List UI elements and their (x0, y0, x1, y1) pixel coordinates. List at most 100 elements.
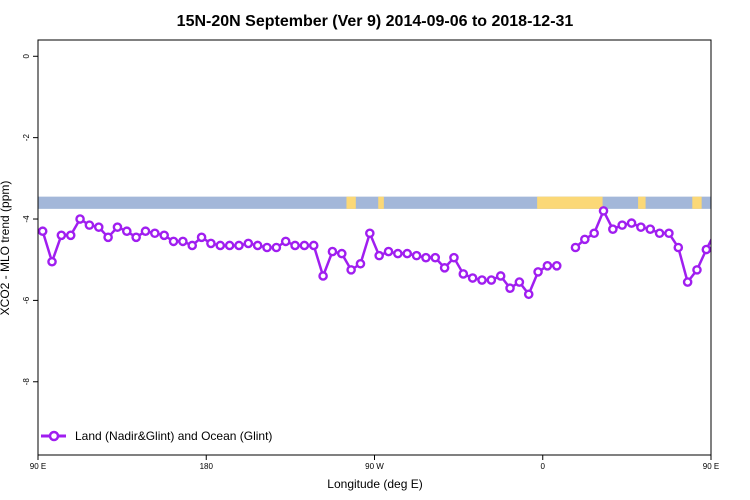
data-point (383, 246, 394, 257)
data-point (93, 222, 104, 232)
data-point (84, 220, 95, 230)
data-point (290, 240, 300, 251)
data-point (224, 240, 235, 251)
data-point (47, 256, 57, 267)
x-axis: 90 E 180 90 W 0 90 E (30, 455, 719, 471)
land-segment (692, 196, 702, 209)
data-point (598, 206, 609, 216)
data-point (103, 232, 113, 243)
legend-marker (48, 430, 60, 442)
x-tick-label: 90 E (30, 462, 46, 471)
data-point (421, 252, 431, 263)
x-tick-label: 90 E (703, 462, 719, 471)
data-point (393, 248, 403, 259)
data-point (38, 226, 48, 237)
data-point (682, 277, 693, 287)
data-point (131, 232, 141, 243)
ocean-band (38, 196, 711, 209)
x-tick-label: 0 (541, 462, 546, 471)
data-point (56, 230, 67, 241)
data-point (654, 228, 665, 239)
data-point (346, 265, 356, 275)
data-point (645, 224, 656, 234)
data-point (402, 248, 413, 259)
data-point (514, 277, 525, 287)
y-tick-label: -4 (22, 215, 31, 223)
data-point (196, 232, 207, 243)
data-point (262, 242, 272, 253)
data-point (477, 275, 487, 285)
data-point (308, 240, 319, 251)
data-point (467, 273, 478, 283)
data-point (710, 230, 711, 233)
data-point (178, 236, 188, 247)
data-point (168, 236, 179, 247)
data-point (721, 258, 728, 265)
x-tick-label: 90 W (365, 462, 384, 471)
data-point (701, 244, 711, 255)
data-point (673, 242, 684, 253)
y-tick-label: -2 (22, 134, 31, 142)
data-point (206, 238, 216, 249)
data-point (449, 252, 459, 263)
data-point (692, 265, 702, 275)
data-point (589, 228, 599, 239)
data-point (411, 250, 422, 261)
data-point (299, 240, 310, 251)
data-point (505, 283, 515, 293)
data-point (140, 226, 151, 237)
plot-content (38, 196, 747, 300)
data-point (187, 240, 198, 251)
data-point (664, 228, 674, 239)
data-point (551, 261, 562, 271)
data-point (533, 267, 543, 277)
data-point (280, 236, 291, 247)
data-point (523, 289, 534, 300)
land-segment (638, 196, 646, 209)
y-tick-label: -8 (22, 378, 31, 386)
data-point (65, 230, 76, 241)
data-point (327, 246, 338, 257)
land-segment (537, 196, 603, 209)
data-point (626, 218, 637, 228)
data-point (121, 226, 132, 237)
data-point (112, 222, 123, 232)
data-point (159, 230, 169, 241)
data-point (636, 222, 646, 232)
x-tick-label: 180 (200, 462, 214, 471)
data-point (271, 242, 282, 253)
data-point (374, 250, 384, 261)
chart-title: 15N-20N September (Ver 9) 2014-09-06 to … (177, 13, 574, 30)
data-point (731, 232, 738, 239)
plot-area (38, 196, 747, 300)
data-point (234, 240, 244, 251)
data-point (542, 261, 553, 271)
data-point (439, 263, 450, 273)
data-point (495, 271, 506, 281)
data-point (336, 248, 347, 259)
y-axis: 0 -2 -4 -6 -8 (22, 54, 38, 386)
data-point (252, 240, 263, 251)
y-tick-label: -6 (22, 296, 31, 304)
data-point (355, 258, 366, 269)
data-point (580, 234, 590, 245)
data-point (617, 220, 628, 230)
data-point (608, 224, 618, 234)
data-point (570, 242, 581, 253)
y-tick-label: 0 (22, 54, 31, 59)
data-point (486, 275, 497, 285)
data-point (318, 271, 328, 281)
series-line (574, 207, 711, 285)
data-point (215, 240, 226, 251)
land-segment (346, 196, 356, 209)
data-point (365, 228, 375, 239)
legend: Land (Nadir&Glint) and Ocean (Glint) (41, 429, 272, 443)
data-point (75, 214, 85, 224)
data-point (243, 238, 254, 249)
data-point (740, 232, 747, 239)
legend-label: Land (Nadir&Glint) and Ocean (Glint) (75, 429, 272, 443)
land-segment (378, 196, 384, 209)
data-point (458, 269, 469, 279)
x-axis-label: Longitude (deg E) (327, 477, 422, 491)
